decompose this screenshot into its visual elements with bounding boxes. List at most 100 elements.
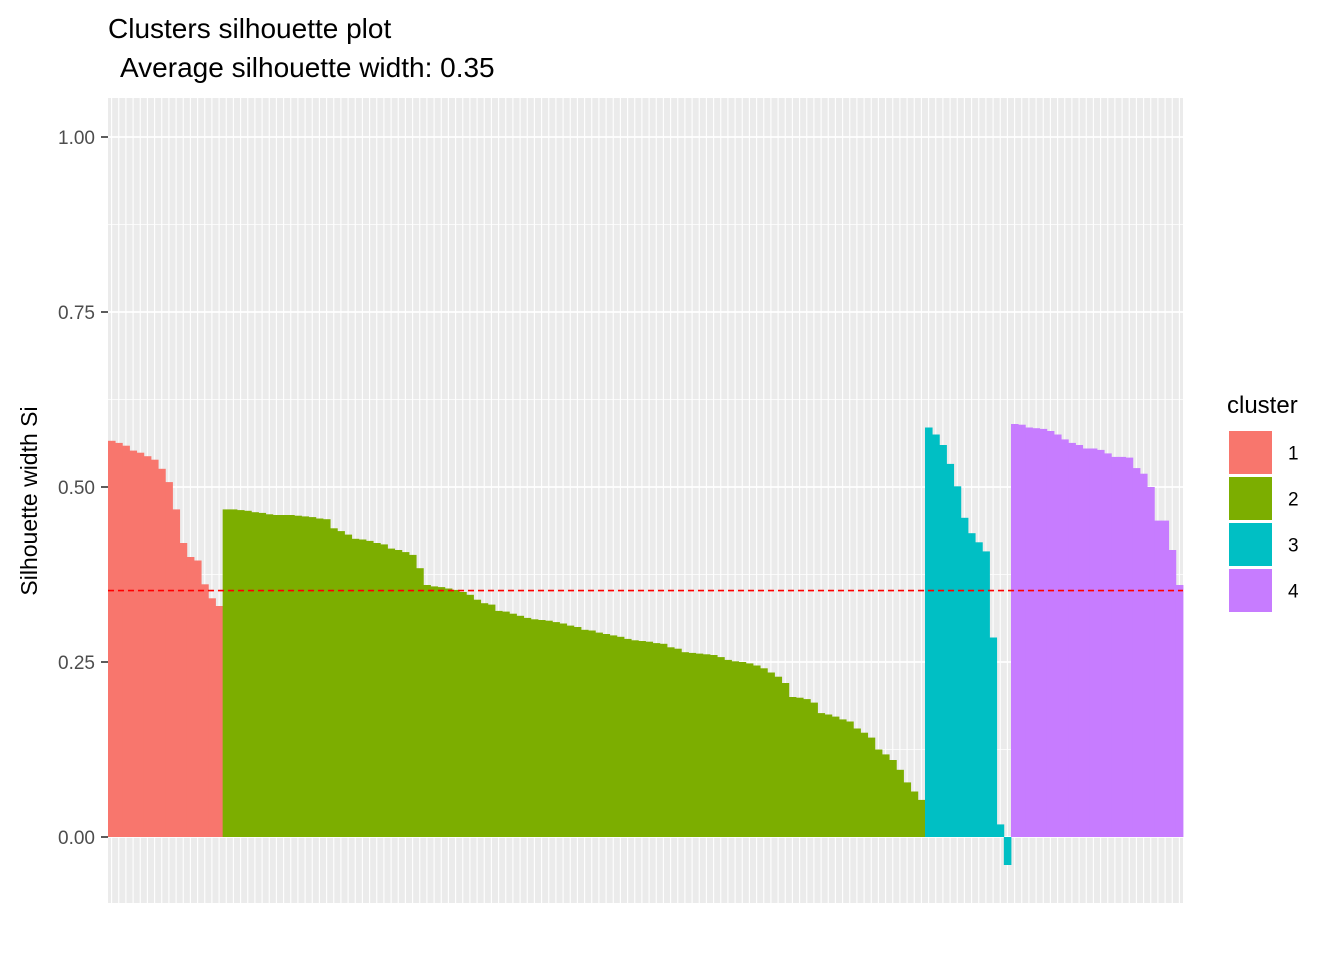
legend-key-2 [1229,477,1272,520]
bar-cluster-1 [172,509,181,837]
bar-cluster-2 [796,697,804,837]
bar-cluster-2 [867,737,876,837]
bar-cluster-4 [1025,427,1033,837]
bar-cluster-3 [932,434,940,837]
bar-cluster-1 [158,468,166,837]
bar-cluster-2 [760,668,768,837]
y-tick-label: 0.25 [58,653,95,674]
bar-cluster-2 [559,623,568,837]
bar-cluster-2 [688,652,697,837]
bar-cluster-4 [1147,487,1155,837]
y-tick-label: 0.50 [58,478,95,499]
bar-cluster-2 [437,587,446,837]
bar-cluster-3 [925,427,933,837]
bar-cluster-2 [480,603,489,837]
bar-cluster-3 [996,824,1005,837]
bar-cluster-2 [401,552,410,837]
bar-cluster-4 [1032,428,1041,837]
chart-title: Clusters silhouette plot [108,13,391,44]
bar-cluster-2 [287,515,295,837]
bar-cluster-4 [1140,473,1148,837]
bar-cluster-2 [738,662,747,837]
bar-cluster-2 [910,791,919,837]
bar-cluster-2 [222,509,231,837]
bar-cluster-1 [201,584,209,837]
bar-cluster-4 [1132,468,1141,837]
bar-cluster-1 [179,543,188,837]
bar-cluster-2 [523,617,532,837]
bar-cluster-2 [502,611,510,837]
bar-cluster-3 [968,533,976,837]
legend-label-1: 1 [1288,444,1299,465]
bar-cluster-2 [315,518,324,837]
bar-cluster-2 [681,652,689,837]
bar-cluster-2 [917,799,926,837]
bar-cluster-2 [710,655,718,837]
bar-cluster-2 [358,539,367,837]
bar-cluster-2 [566,625,575,837]
bar-cluster-1 [165,482,173,837]
bar-cluster-4 [1054,434,1062,837]
bar-cluster-2 [423,585,431,837]
bar-cluster-2 [466,594,474,837]
bar-cluster-2 [903,782,912,837]
bar-cluster-1 [136,452,145,837]
bar-cluster-4 [1097,449,1105,837]
bar-cluster-2 [509,613,517,837]
bar-cluster-4 [1175,585,1184,837]
bar-cluster-2 [753,665,761,837]
bar-cluster-2 [487,604,496,837]
legend: cluster 1 2 3 4 [1227,392,1299,612]
bar-cluster-2 [430,586,439,837]
bar-cluster-2 [860,732,869,837]
bar-cluster-2 [774,676,783,837]
bar-cluster-2 [581,629,589,837]
bar-cluster-1 [151,459,159,837]
bar-cluster-2 [846,721,854,837]
bar-cluster-4 [1125,457,1134,837]
bar-cluster-2 [258,512,267,837]
bar-cluster-2 [667,647,675,837]
bar-cluster-4 [1039,428,1048,837]
bar-cluster-2 [459,592,467,837]
bar-cluster-2 [330,528,338,837]
bar-cluster-2 [237,510,245,837]
bar-cluster-2 [308,517,317,837]
bar-cluster-2 [416,568,424,837]
bar-cluster-2 [351,538,360,837]
bar-cluster-1 [129,450,138,837]
bar-cluster-2 [337,531,345,837]
bar-cluster-3 [939,445,947,837]
bar-cluster-1 [215,606,224,837]
bar-cluster-2 [294,515,302,837]
bar-cluster-3 [953,486,962,837]
bar-cluster-2 [745,663,754,837]
bar-cluster-2 [380,544,388,837]
bar-cluster-2 [530,619,539,837]
bar-cluster-1 [208,598,216,837]
bar-cluster-1 [143,456,152,837]
bar-cluster-2 [366,540,374,837]
bar-cluster-2 [652,643,661,837]
bar-cluster-2 [803,699,811,837]
bar-cluster-2 [767,672,775,837]
bar-cluster-4 [1168,550,1177,837]
bar-cluster-2 [896,769,904,837]
bar-cluster-2 [659,643,668,837]
bar-cluster-2 [609,635,618,837]
bar-cluster-2 [882,754,890,837]
bar-cluster-2 [272,515,281,837]
bar-cluster-2 [387,548,396,837]
bar-cluster-2 [717,657,725,837]
chart-subtitle: Average silhouette width: 0.35 [120,52,495,83]
bar-cluster-1 [186,557,195,837]
bar-cluster-2 [394,550,403,837]
legend-label-3: 3 [1288,536,1299,557]
bar-cluster-2 [595,632,603,837]
bar-cluster-2 [695,653,704,837]
bar-cluster-2 [810,702,818,837]
legend-label-4: 4 [1288,582,1299,603]
bar-cluster-1 [194,560,202,837]
bar-cluster-1 [115,442,123,837]
y-tick-label: 0.75 [58,303,95,324]
